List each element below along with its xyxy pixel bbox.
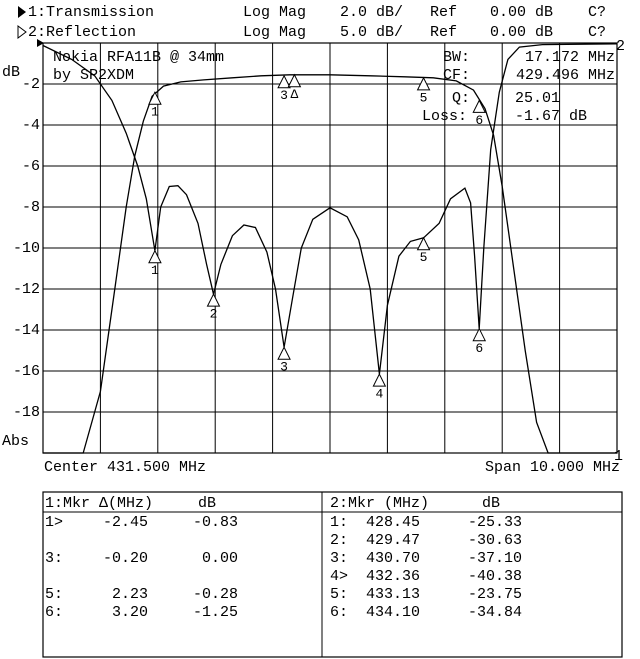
note: Nokia RFA11B @ 34mm	[53, 49, 224, 66]
table-cell: -37.10	[468, 550, 522, 567]
table-cell: 428.45	[366, 514, 420, 531]
y-tick-label: -8	[22, 199, 40, 216]
stat-label: BW:	[443, 49, 470, 66]
marker-label: 6	[475, 341, 483, 356]
table-cell: -2.45	[103, 514, 148, 531]
header-text: Log Mag	[243, 24, 306, 41]
y-label-bottom: Abs	[2, 433, 29, 450]
stat-value: 25.01	[515, 90, 560, 107]
table-cell: -0.20	[103, 550, 148, 567]
y-tick-label: -2	[22, 76, 40, 93]
table-cell: 3.20	[112, 604, 148, 621]
marker-label: 1	[151, 263, 159, 278]
table-cell: -30.63	[468, 532, 522, 549]
trace	[42, 43, 618, 375]
marker	[148, 91, 162, 105]
marker-label: Δ	[291, 87, 299, 102]
header-text: Ref	[430, 24, 457, 41]
header-text: 2.0 dB/	[340, 4, 403, 21]
marker	[416, 76, 431, 91]
marker	[287, 73, 302, 88]
table-cell: 432.36	[366, 568, 420, 585]
ref-arrow	[37, 39, 44, 47]
table-cell: 6:	[330, 604, 348, 621]
table-cell: 1>	[45, 514, 63, 531]
table-cell: 3:	[330, 550, 348, 567]
table-cell: 4>	[330, 568, 348, 585]
marker	[148, 249, 162, 264]
trace-end-label: 2	[616, 38, 625, 55]
table-cell: -1.25	[193, 604, 238, 621]
stat-value: 17.172 MHz	[525, 49, 615, 66]
marker-label: 5	[420, 250, 428, 265]
table-cell: -34.84	[468, 604, 522, 621]
stat-label: Q:	[452, 90, 470, 107]
table-cell: 6:	[45, 604, 63, 621]
table-cell: -0.28	[193, 586, 238, 603]
marker-label: 3	[280, 88, 288, 103]
header-text: 1:Transmission	[28, 4, 154, 21]
marker	[416, 236, 431, 251]
marker	[277, 74, 291, 89]
stat-label: Loss:	[422, 108, 467, 125]
header-text: 0.00 dB	[490, 4, 553, 21]
table-title: 2:Mkr (MHz)	[330, 495, 429, 512]
marker-label: 2	[210, 307, 218, 322]
stat-value: -1.67 dB	[515, 108, 587, 125]
marker-label: 5	[420, 90, 428, 105]
marker-label: 4	[375, 387, 383, 402]
table-cell: 5:	[330, 586, 348, 603]
marker	[472, 327, 487, 342]
x-right-label: Span 10.000 MHz	[485, 459, 620, 476]
header-text: 2:Reflection	[28, 24, 136, 41]
trace-1-indicator	[18, 6, 26, 18]
table-unit: dB	[482, 495, 500, 512]
table-cell: 2:	[330, 532, 348, 549]
header-text: C?	[588, 24, 606, 41]
table-cell: -25.33	[468, 514, 522, 531]
marker-label: 6	[475, 113, 483, 128]
header-text: Log Mag	[243, 4, 306, 21]
table-unit: dB	[198, 495, 216, 512]
header-text: 0.00 dB	[490, 24, 553, 41]
y-tick-label: -18	[13, 404, 40, 421]
header-text: Ref	[430, 4, 457, 21]
trace	[43, 74, 617, 454]
table-cell: -0.83	[193, 514, 238, 531]
marker	[472, 99, 487, 113]
table-cell: 430.70	[366, 550, 420, 567]
table-cell: 434.10	[366, 604, 420, 621]
marker-table-frame	[42, 491, 623, 658]
marker	[372, 372, 387, 387]
marker	[206, 293, 221, 307]
x-left-label: Center 431.500 MHz	[44, 459, 206, 476]
y-tick-label: -6	[22, 158, 40, 175]
table-cell: 0.00	[202, 550, 238, 567]
marker-label: 3	[280, 360, 288, 375]
y-tick-label: -16	[13, 363, 40, 380]
table-cell: 429.47	[366, 532, 420, 549]
table-cell: 1:	[330, 514, 348, 531]
stat-value: 429.496 MHz	[516, 67, 615, 84]
y-label: dB	[2, 64, 20, 81]
table-cell: 433.13	[366, 586, 420, 603]
trace-end-label: 1	[614, 448, 623, 465]
table-cell: 2.23	[112, 586, 148, 603]
table-cell: 3:	[45, 550, 63, 567]
y-tick-label: -14	[13, 322, 40, 339]
y-tick-label: -10	[13, 240, 40, 257]
trace-2-indicator	[17, 25, 27, 39]
table-cell: 5:	[45, 586, 63, 603]
marker	[277, 346, 291, 360]
y-tick-label: -12	[13, 281, 40, 298]
table-title: 1:Mkr Δ(MHz)	[45, 495, 153, 512]
table-cell: -40.38	[468, 568, 522, 585]
header-text: C?	[588, 4, 606, 21]
table-cell: -23.75	[468, 586, 522, 603]
marker-label: 1	[151, 105, 159, 120]
header-text: 5.0 dB/	[340, 24, 403, 41]
y-tick-label: -4	[22, 117, 40, 134]
